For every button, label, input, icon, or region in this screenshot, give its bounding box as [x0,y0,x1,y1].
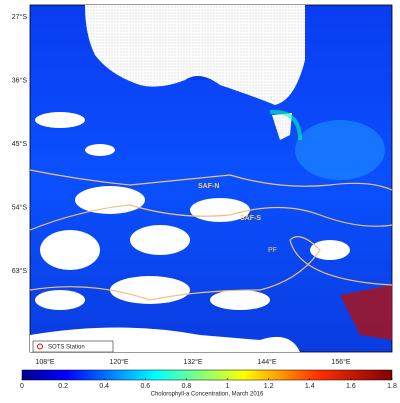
colorbar-tick-label: 0 [20,383,24,390]
colorbar-label: Cholorophyll-a Concentration, March 2016 [151,392,264,398]
colorbar-tick-label: 0.2 [58,383,68,390]
colorbar-tick-label: 1.6 [346,383,356,390]
lon-label: 120°E [109,358,128,366]
lon-label: 156°E [331,358,350,366]
lon-label: 132°E [183,358,202,366]
front-label: PF [268,247,277,254]
colorbar-tick-label: 0.4 [99,383,109,390]
lon-label: 144°E [257,358,276,366]
front-label: SAF-N [198,183,219,190]
lat-label: 54°S [12,203,28,211]
legend-label: SOTS Station [48,345,85,351]
colorbar-tick-label: 1.4 [305,383,315,390]
colorbar-tick-label: 0.6 [140,383,150,390]
lat-label: 36°S [12,76,28,84]
lon-labels: 108°E 120°E 132°E 144°E 156°E [35,358,350,366]
colorbar-tick-label: 0.8 [182,383,192,390]
legend: SOTS Station [32,340,114,353]
lat-label: 27°S [12,13,28,21]
colorbar-tick-label: 1.8 [387,383,397,390]
colorbar-tick-label: 1.2 [264,383,274,390]
map-area: SAF-N SAF-S PF SOTS Station [29,4,393,353]
front-label: SAF-S [240,215,261,222]
lon-label: 108°E [35,358,54,366]
lat-labels: 27°S 36°S 45°S 54°S 63°S [12,13,28,275]
colorbar: Cholorophyll-a Concentration, March 2016… [20,369,397,398]
lat-label: 45°S [12,140,28,148]
colorbar-tick-label: 1 [226,383,230,390]
lat-label: 63°S [12,267,28,275]
